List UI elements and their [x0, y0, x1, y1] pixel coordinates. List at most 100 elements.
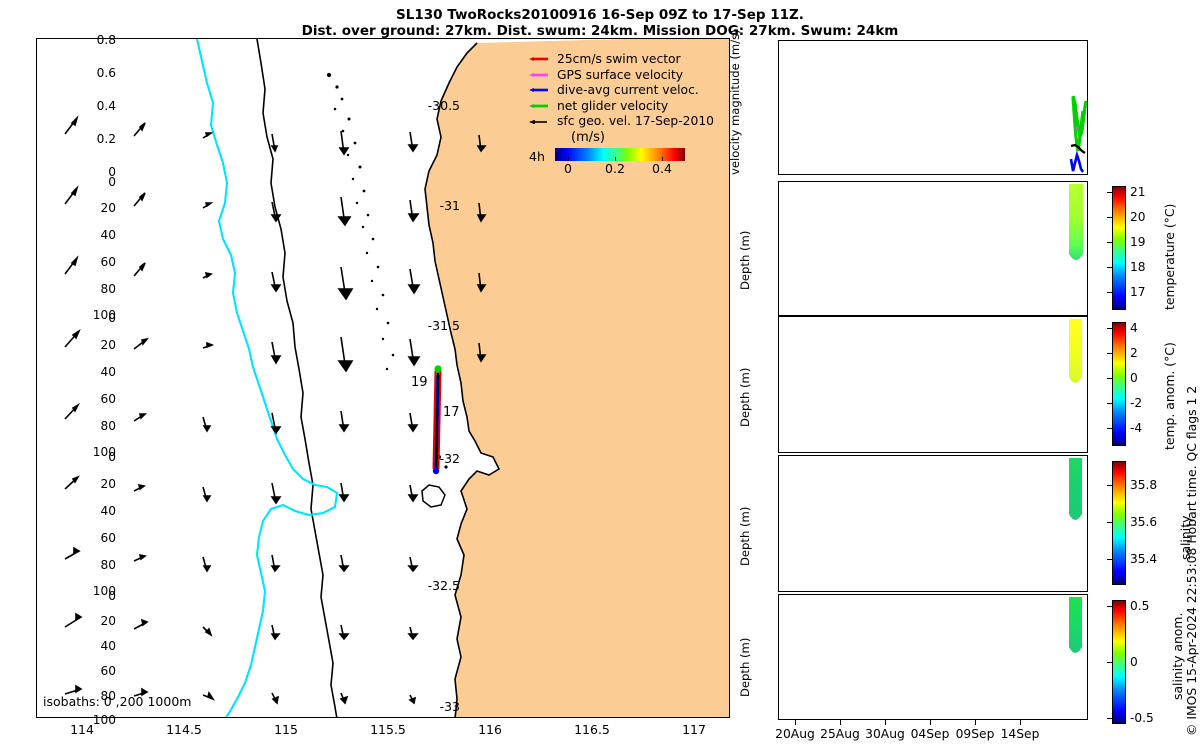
island-outline	[421, 484, 446, 508]
colorbar-tick-2: 0.4	[652, 160, 672, 176]
sa-cb-m0.5: -0.5	[1130, 711, 1154, 725]
temp-cb-18: 18	[1130, 260, 1146, 274]
ta-cb-m2: -2	[1130, 396, 1143, 410]
map-xtick-5: 116.5	[574, 722, 610, 737]
sa-depth-20: 20	[100, 614, 116, 628]
temp-cb-17: 17	[1130, 285, 1146, 299]
temperature-profile	[1069, 184, 1083, 260]
isobath-200	[195, 39, 339, 717]
scale-time-label: 4h	[529, 149, 545, 164]
ts-xtick-0: 20Aug	[775, 727, 815, 741]
salinity-panel[interactable]	[778, 455, 1088, 592]
ta-cb-m4: -4	[1130, 421, 1143, 435]
map-ytick-3: -32	[439, 451, 460, 466]
temperature-graphic	[1069, 184, 1083, 260]
temperature-anomaly-panel[interactable]	[778, 316, 1088, 453]
legend-label-dive-avg-current: dive-avg current veloc.	[557, 83, 699, 98]
legend-item-dive-avg-current: dive-avg current veloc.	[529, 83, 729, 99]
salinity-anomaly-panel[interactable]	[778, 594, 1088, 720]
legend-item-swim-vector: 25cm/s swim vector	[529, 52, 729, 68]
temp-depth-40: 40	[100, 228, 116, 242]
temperature-anomaly-profile	[1069, 319, 1082, 383]
velocity-magnitude-panel[interactable]	[778, 40, 1088, 175]
temperature-ylabel: Depth (m)	[738, 230, 752, 290]
temp-cb-21: 21	[1130, 185, 1146, 199]
map-ytick-4: -32.5	[427, 578, 460, 593]
velocity-ytick-0.8: 0.8	[96, 33, 116, 47]
sa-depth-40: 40	[100, 639, 116, 653]
copyright-notice: © IMOS 15-Apr-2024 22:53:08 Hobart time.…	[1184, 385, 1199, 736]
salinity-profile	[1069, 458, 1082, 520]
map-graphic	[64, 39, 729, 717]
map-plot-area[interactable]: isobaths: 0 ,200 1000m 19 17 25cm/s swim…	[36, 38, 730, 718]
salinity-graphic	[1069, 458, 1082, 520]
net-glider-velocity-trace-2	[1071, 96, 1085, 152]
sa-depth-60: 60	[100, 664, 116, 678]
isobath-1000	[256, 39, 338, 717]
ta-depth-20: 20	[100, 338, 116, 352]
ta-depth-100: 100	[92, 445, 116, 459]
velocity-colorbar	[555, 147, 685, 161]
velocity-ytick-0: 0	[108, 165, 116, 179]
map-xtick-4: 116	[478, 722, 502, 737]
velocity-ytick-0.2: 0.2	[96, 132, 116, 146]
salinity-ylabel: Depth (m)	[738, 506, 752, 566]
map-ytick-0: -30.5	[427, 98, 460, 113]
track-label-19: 19	[411, 375, 428, 390]
colorbar-title: (m/s)	[571, 129, 605, 145]
land-polygon	[425, 39, 729, 717]
salinity-colorbar	[1112, 461, 1126, 585]
legend-item-sfc-geo-velocity: sfc geo. vel. 17-Sep-2010	[529, 114, 729, 130]
colorbar-ticklabels: 0 0.2 0.4	[555, 161, 685, 177]
temperature-colorbar-title: temperature (°C)	[1162, 203, 1177, 310]
temp-depth-0: 0	[108, 175, 116, 189]
legend-label-gps-velocity: GPS surface velocity	[557, 67, 684, 82]
salinity-anomaly-colorbar	[1112, 600, 1126, 724]
salinity-anomaly-ylabel: Depth (m)	[738, 637, 752, 697]
title-line-2: Dist. over ground: 27km. Dist. swum: 24k…	[301, 22, 899, 39]
velocity-ytick-0.4: 0.4	[96, 99, 116, 113]
sal-cb-35.6: 35.6	[1130, 515, 1158, 529]
temperature-colorbar	[1112, 186, 1126, 310]
sfc-geo-velocity-trace	[1070, 143, 1086, 154]
velocity-ytick-0.6: 0.6	[96, 66, 116, 80]
temp-anomaly-colorbar-title: temp. anom. (°C)	[1162, 342, 1177, 450]
sa-depth-100: 100	[92, 713, 116, 727]
ts-xtick-4: 09Sep	[955, 727, 995, 741]
ts-xtick-2: 30Aug	[865, 727, 905, 741]
page-title: SL130 TwoRocks20100916 16-Sep 09Z to 17-…	[0, 7, 1200, 39]
velocity-magnitude-graphic	[1069, 95, 1087, 173]
sal-depth-100: 100	[92, 584, 116, 598]
sal-depth-60: 60	[100, 531, 116, 545]
sal-depth-0: 0	[108, 450, 116, 464]
sa-depth-80: 80	[100, 689, 116, 703]
swim-vector-arrow-icon	[529, 56, 551, 63]
velocity-magnitude-ylabel: velocity magnitude (m/s)	[728, 29, 742, 175]
sal-depth-40: 40	[100, 504, 116, 518]
map-xtick-6: 117	[682, 722, 706, 737]
map-panel: isobaths: 0 ,200 1000m 19 17 25cm/s swim…	[36, 38, 730, 718]
salinity-anomaly-graphic	[1069, 597, 1082, 653]
ta-depth-40: 40	[100, 365, 116, 379]
dive-avg-current-arrow-icon	[529, 87, 551, 94]
ts-xtick-5: 14Sep	[1000, 727, 1040, 741]
temp-depth-60: 60	[100, 255, 116, 269]
title-line-1: SL130 TwoRocks20100916 16-Sep 09Z to 17-…	[396, 7, 804, 23]
legend-item-gps-velocity: GPS surface velocity	[529, 68, 729, 84]
sal-depth-80: 80	[100, 558, 116, 572]
coastline	[424, 42, 501, 717]
salinity-anomaly-colorbar-title: salinity anom.	[1170, 612, 1185, 700]
temperature-panel[interactable]	[778, 181, 1088, 316]
colorbar-tick-1: 0.2	[605, 160, 625, 176]
dive-avg-current-trace	[1069, 150, 1085, 173]
island-dots	[326, 72, 448, 469]
isobath-label: isobaths: 0 ,200 1000m	[43, 694, 192, 709]
ta-depth-0: 0	[108, 311, 116, 325]
map-xtick-3: 115.5	[370, 722, 406, 737]
sa-cb-0.5: 0.5	[1130, 599, 1150, 613]
glider-track	[432, 365, 442, 475]
temp-depth-80: 80	[100, 282, 116, 296]
legend-label-swim-vector: 25cm/s swim vector	[557, 52, 681, 66]
gps-velocity-arrow-icon	[529, 72, 551, 79]
sal-cb-35.8: 35.8	[1130, 478, 1158, 492]
